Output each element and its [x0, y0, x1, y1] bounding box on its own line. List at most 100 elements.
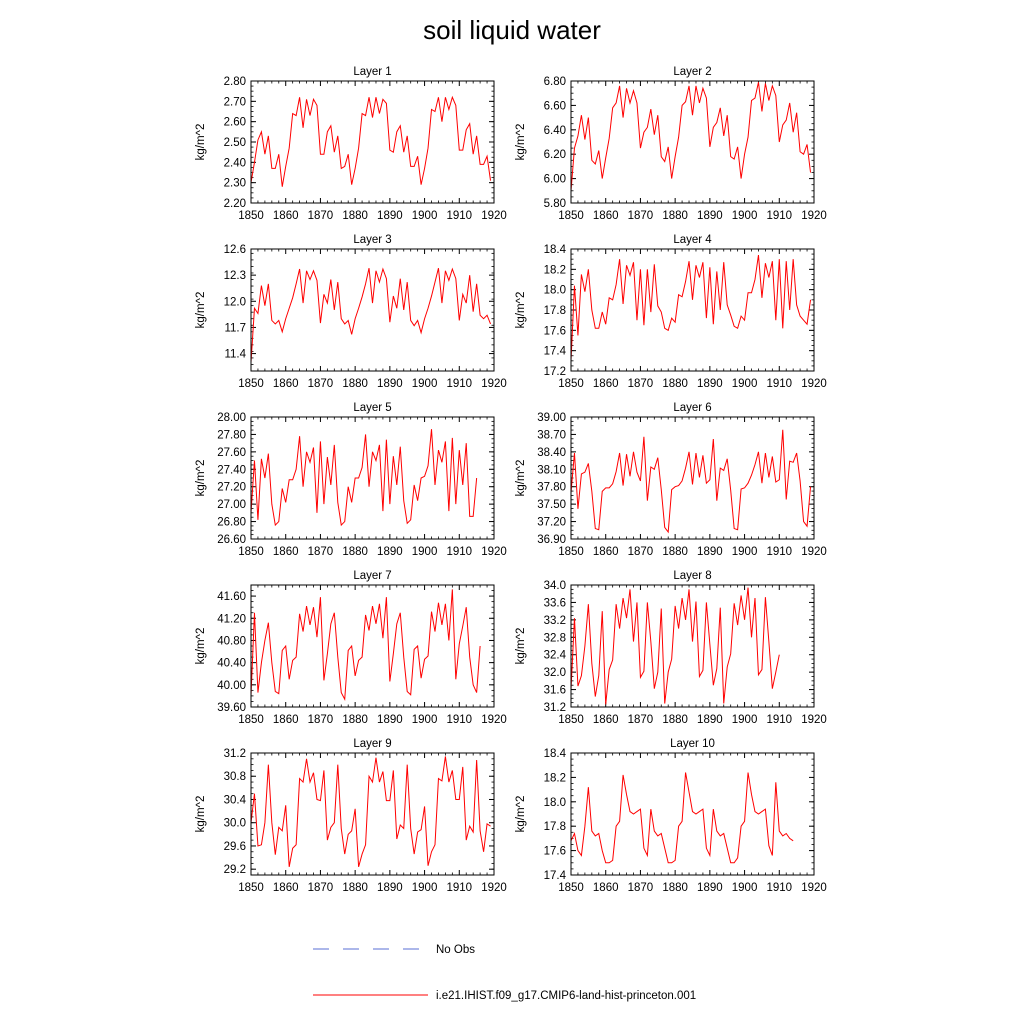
y-tick-label: 17.4	[544, 346, 567, 358]
x-tick-label: 1890	[377, 714, 403, 726]
y-tick-label: 2.60	[224, 117, 246, 129]
chart-panel-layer-10: Layer 10 kg/m^2 1850 1860 1870 1880 1890 1900 19…	[515, 738, 827, 894]
x-tick-label: 1850	[558, 546, 584, 558]
x-tick-label: 1900	[732, 210, 758, 222]
x-tick-label: 1870	[628, 546, 654, 558]
y-tick-label: 17.4	[544, 870, 567, 882]
x-tick-label: 1890	[377, 882, 403, 894]
x-tick-label: 1910	[446, 546, 472, 558]
x-tick-label: 1920	[481, 378, 507, 390]
x-tick-label: 1900	[412, 210, 438, 222]
y-tick-label: 32.4	[544, 650, 567, 662]
series-line	[251, 756, 491, 868]
x-tick-label: 1900	[732, 714, 758, 726]
y-axis-label: kg/m^2	[515, 292, 527, 329]
y-tick-label: 29.2	[224, 864, 246, 876]
x-tick-label: 1890	[697, 378, 723, 390]
y-tick-label: 27.00	[217, 499, 246, 511]
x-tick-label: 1880	[662, 714, 688, 726]
y-tick-label: 32.8	[544, 632, 566, 644]
x-tick-label: 1850	[558, 378, 584, 390]
x-tick-label: 1900	[412, 714, 438, 726]
figure-title: soil liquid water	[423, 15, 601, 45]
y-axis-label: kg/m^2	[515, 796, 527, 833]
x-tick-label: 1880	[342, 714, 368, 726]
x-tick-label: 1900	[732, 882, 758, 894]
y-tick-label: 18.4	[544, 244, 567, 256]
y-tick-label: 18.2	[544, 264, 566, 276]
x-tick-label: 1910	[446, 378, 472, 390]
x-tick-label: 1850	[238, 378, 264, 390]
y-tick-label: 41.60	[217, 591, 246, 603]
y-tick-label: 17.8	[544, 821, 566, 833]
x-tick-label: 1860	[273, 882, 299, 894]
x-tick-label: 1870	[308, 714, 334, 726]
chart-panel-layer-4: Layer 4 kg/m^2 1850 1860 1870 1880 1890 1900 191…	[515, 234, 827, 390]
y-tick-label: 27.60	[217, 447, 246, 459]
y-tick-label: 30.4	[224, 794, 247, 806]
x-tick-label: 1880	[342, 378, 368, 390]
y-tick-label: 6.60	[544, 100, 566, 112]
y-axis-label: kg/m^2	[515, 460, 527, 497]
chart-panel-layer-1: Layer 1 kg/m^2 1850 1860 1870 1880 1890 1900 191…	[195, 66, 507, 222]
x-tick-label: 1890	[377, 210, 403, 222]
x-tick-label: 1910	[446, 714, 472, 726]
x-tick-label: 1860	[273, 546, 299, 558]
y-tick-label: 12.3	[224, 270, 246, 282]
y-tick-label: 27.80	[217, 429, 246, 441]
x-tick-label: 1920	[801, 210, 827, 222]
x-tick-label: 1860	[593, 714, 619, 726]
y-axis-label: kg/m^2	[515, 628, 527, 665]
x-tick-label: 1920	[481, 546, 507, 558]
x-tick-label: 1890	[697, 882, 723, 894]
y-axis-label: kg/m^2	[195, 124, 207, 161]
panel-title: Layer 4	[673, 234, 712, 246]
y-tick-label: 17.2	[544, 366, 566, 378]
y-tick-label: 18.0	[544, 797, 566, 809]
x-tick-label: 1920	[481, 714, 507, 726]
chart-panel-layer-9: Layer 9 kg/m^2 1850 1860 1870 1880 1890 1900 191…	[195, 738, 507, 894]
y-tick-label: 39.60	[217, 702, 246, 714]
series-line	[251, 429, 478, 527]
x-tick-label: 1900	[732, 546, 758, 558]
x-tick-label: 1910	[766, 882, 792, 894]
x-tick-label: 1900	[412, 546, 438, 558]
plot-frame	[250, 80, 495, 204]
chart-panel-layer-3: Layer 3 kg/m^2 1850 1860 1870 1880 1890 1900 191…	[195, 234, 507, 390]
x-tick-label: 1860	[273, 714, 299, 726]
y-tick-label: 40.00	[217, 680, 246, 692]
chart-panel-layer-5: Layer 5 kg/m^2 1850 1860 1870 1880 1890 1900 191…	[195, 402, 507, 558]
x-tick-label: 1860	[593, 378, 619, 390]
y-tick-label: 6.00	[544, 174, 566, 186]
y-tick-label: 32.0	[544, 667, 566, 679]
x-tick-label: 1920	[481, 210, 507, 222]
series-line	[251, 95, 492, 187]
y-axis-label: kg/m^2	[195, 292, 207, 329]
x-tick-label: 1890	[697, 714, 723, 726]
y-tick-label: 37.20	[537, 517, 566, 529]
y-tick-label: 33.2	[544, 615, 566, 627]
y-tick-label: 31.6	[544, 685, 566, 697]
y-tick-label: 38.70	[537, 429, 566, 441]
y-tick-label: 2.80	[224, 76, 246, 88]
y-tick-label: 5.80	[544, 198, 566, 210]
legend-label-no-obs: No Obs	[436, 944, 475, 956]
y-tick-label: 6.40	[544, 125, 566, 137]
x-tick-label: 1860	[593, 210, 619, 222]
panel-title: Layer 1	[353, 66, 391, 78]
y-tick-label: 27.40	[217, 464, 246, 476]
x-tick-label: 1890	[377, 378, 403, 390]
x-tick-label: 1880	[342, 882, 368, 894]
y-tick-label: 17.8	[544, 305, 566, 317]
series-line	[571, 772, 794, 864]
x-tick-label: 1850	[238, 714, 264, 726]
x-tick-label: 1870	[308, 546, 334, 558]
series-line	[571, 587, 780, 705]
y-tick-label: 31.2	[544, 702, 566, 714]
y-tick-label: 11.4	[224, 349, 246, 361]
x-tick-label: 1890	[377, 546, 403, 558]
legend: No Obs i.e21.IHIST.f09_g17.CMIP6-land-hi…	[313, 944, 696, 1002]
y-tick-label: 27.20	[217, 482, 246, 494]
series-line	[571, 255, 812, 361]
